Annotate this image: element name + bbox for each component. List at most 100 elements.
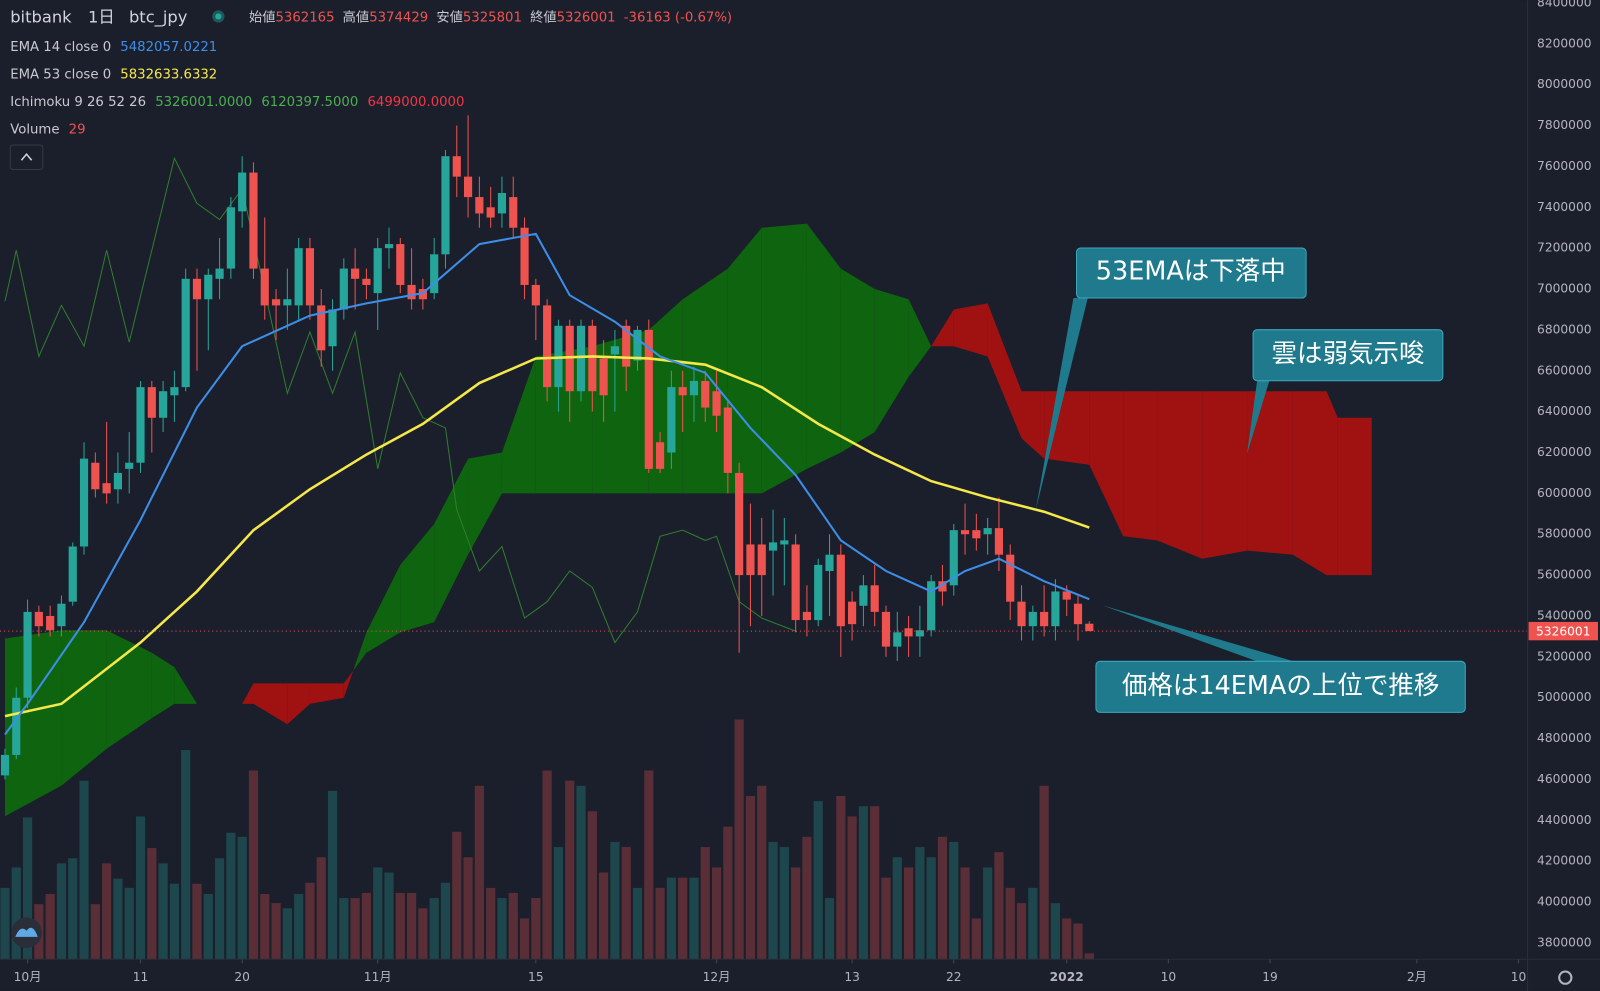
volume-bar — [632, 887, 643, 960]
volume-bar — [282, 908, 292, 960]
volume-bar — [214, 858, 225, 960]
volume-bar — [429, 898, 439, 960]
settings-icon[interactable] — [1558, 970, 1573, 985]
volume-bar — [418, 908, 428, 960]
candle-body — [983, 528, 992, 535]
volume-bar — [994, 852, 1004, 960]
candle-body — [825, 554, 834, 572]
cloud — [287, 683, 310, 725]
candle-body — [543, 305, 552, 388]
volume-bar — [745, 796, 756, 960]
status-dot-core — [215, 13, 222, 20]
y-tick-label: 5800000 — [1537, 527, 1592, 541]
volume-bar — [587, 811, 597, 960]
volume-bar — [452, 831, 462, 960]
volume-bar — [779, 847, 789, 960]
logo — [11, 917, 42, 949]
candle-body — [452, 156, 461, 177]
y-tick-label: 8000000 — [1537, 77, 1592, 91]
volume-bar — [327, 790, 338, 960]
candle-body — [170, 387, 179, 396]
volume-bar — [203, 893, 213, 960]
interval: 1日 — [88, 7, 115, 26]
price-label-box — [1528, 621, 1598, 641]
x-tick-label: 10 — [1161, 970, 1177, 984]
volume-bar — [147, 848, 157, 960]
cloud — [987, 303, 1022, 439]
gear[interactable] — [1558, 970, 1573, 985]
candle-body — [633, 329, 642, 361]
candle-body — [960, 530, 970, 535]
volume-bar — [339, 898, 349, 960]
volume-bar — [192, 883, 202, 960]
change: -36163 (-0.67%) — [624, 10, 732, 25]
volume-bar — [678, 877, 688, 960]
candle-body — [667, 387, 676, 453]
candle-body — [904, 628, 913, 637]
candle-body — [870, 585, 879, 612]
cloud — [874, 289, 909, 433]
x-tick-label: 19 — [1262, 970, 1278, 984]
candle-body — [689, 380, 699, 396]
open-value: 5362165 — [275, 10, 334, 25]
volume-bar — [158, 863, 168, 960]
candle-body — [509, 197, 518, 228]
candle-body — [938, 581, 947, 592]
candle-body — [780, 540, 789, 545]
callout-pointer — [1246, 380, 1270, 455]
volume-bar — [655, 887, 665, 960]
candle-body — [497, 192, 507, 214]
volume-bar — [903, 867, 914, 960]
candle-body — [1085, 623, 1094, 632]
volume-bar — [181, 750, 191, 960]
volume-bar — [102, 863, 112, 960]
y-tick-label: 5000000 — [1537, 690, 1592, 704]
candle-body — [768, 542, 778, 551]
candle-body — [68, 546, 77, 602]
candle-body — [1017, 601, 1026, 627]
volume-bar — [124, 887, 134, 960]
candle-body — [147, 387, 156, 418]
volume-bar — [791, 867, 801, 960]
high-label: 高値 — [343, 8, 370, 25]
candle-body — [949, 530, 958, 586]
candle-body — [656, 442, 665, 469]
candle-body — [46, 615, 55, 631]
collapse-button[interactable] — [9, 144, 44, 170]
volume-bar — [1028, 887, 1038, 960]
legend-name: EMA 14 close 0 — [10, 40, 111, 55]
cloud — [253, 683, 288, 725]
candle-body — [215, 268, 224, 279]
volume-bar — [971, 918, 981, 960]
volume-bar — [22, 817, 33, 960]
volume-bar — [824, 898, 835, 960]
y-tick-label: 6600000 — [1537, 363, 1592, 377]
candle-body — [848, 601, 857, 625]
candle-body — [622, 325, 631, 367]
x-tick-label: 2月 — [1407, 970, 1427, 984]
volume-bar — [169, 883, 179, 960]
candle-body — [181, 278, 190, 388]
y-tick-label: 5400000 — [1537, 608, 1592, 622]
y-tick-label: 4800000 — [1537, 731, 1592, 745]
y-tick-label: 6400000 — [1537, 404, 1592, 418]
volume-bar — [926, 857, 936, 960]
candle-body — [192, 278, 202, 300]
candle-body — [893, 632, 902, 647]
legend-name: Volume — [10, 123, 59, 138]
cloud — [1337, 417, 1372, 576]
volume-bar — [1050, 903, 1061, 960]
volume-bar — [847, 816, 857, 960]
cloud — [61, 630, 107, 786]
close-value: 5326001 — [557, 10, 616, 25]
cloud — [309, 683, 344, 704]
y-tick-label: 4400000 — [1537, 813, 1592, 827]
volume-bar — [915, 847, 925, 960]
volume-bar — [666, 877, 676, 960]
candle-body — [1062, 591, 1071, 600]
volume-bar — [983, 867, 993, 960]
candle-body — [520, 227, 529, 285]
volume-bar — [937, 836, 948, 960]
cloud — [400, 524, 435, 633]
cloud — [1326, 391, 1338, 576]
